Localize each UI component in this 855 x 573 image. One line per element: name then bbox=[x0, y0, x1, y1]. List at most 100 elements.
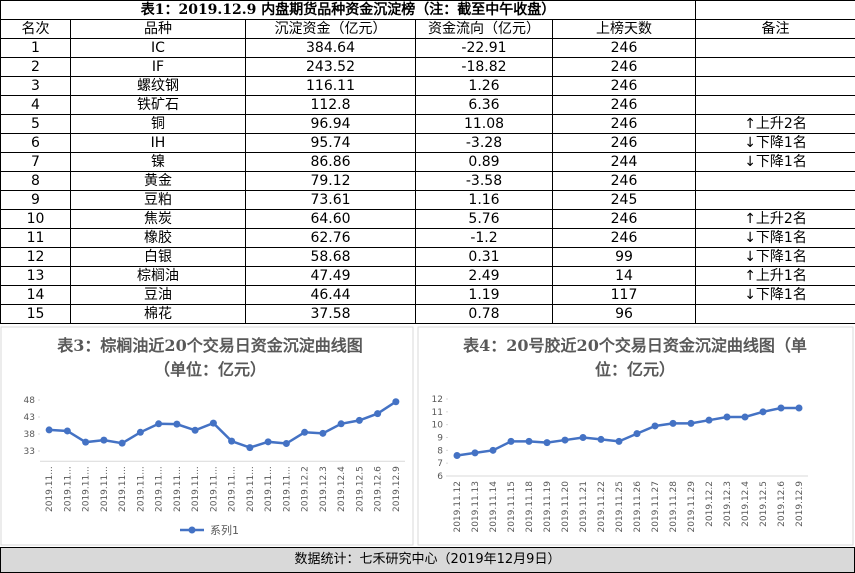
x-tick-label: 2019.11.26 bbox=[633, 481, 643, 533]
data-point bbox=[741, 413, 749, 421]
x-tick-label: 2019.11.12 bbox=[453, 481, 463, 533]
data-point bbox=[319, 429, 327, 437]
data-point bbox=[615, 437, 623, 445]
x-tick-label: 2019.12.4 bbox=[337, 466, 347, 512]
header-cell: 资金流向（亿元） bbox=[415, 19, 553, 39]
data-point bbox=[669, 419, 677, 427]
y-tick-label: 38 bbox=[24, 430, 36, 440]
cell: 117 bbox=[551, 285, 697, 305]
x-tick-label: 2019.11.20 bbox=[561, 481, 571, 533]
x-tick-label: 2019.11... bbox=[100, 466, 110, 512]
data-point bbox=[82, 438, 90, 446]
y-tick-label: 11 bbox=[432, 408, 443, 418]
data-point bbox=[597, 435, 605, 443]
cell: 246 bbox=[551, 57, 697, 77]
data-point bbox=[525, 437, 533, 445]
cell: 11.08 bbox=[415, 114, 553, 134]
x-tick-label: 2019.12.4 bbox=[741, 481, 751, 527]
cell: 0.31 bbox=[415, 247, 553, 267]
row: 7 镍 86.86 0.89 244 ↓下降1名 bbox=[0, 152, 855, 172]
data-point bbox=[100, 436, 108, 444]
data-point bbox=[264, 438, 272, 446]
cell: 13 bbox=[0, 266, 71, 286]
y-tick-label: 9 bbox=[437, 434, 443, 444]
x-tick-label: 2019.12.5 bbox=[355, 466, 365, 512]
data-point bbox=[191, 426, 199, 434]
data-point bbox=[136, 428, 144, 436]
row: 14 豆油 46.44 1.19 117 ↓下降1名 bbox=[0, 285, 855, 305]
x-tick-label: 2019.11... bbox=[282, 466, 292, 512]
data-point bbox=[392, 398, 400, 406]
data-point bbox=[489, 446, 497, 454]
y-tick-label: 12 bbox=[432, 395, 443, 405]
x-tick-label: 2019.11.29 bbox=[687, 481, 697, 533]
data-point bbox=[723, 413, 731, 421]
x-tick-label: 2019.12.3 bbox=[319, 466, 329, 512]
x-tick-label: 2019.11.15 bbox=[507, 481, 517, 533]
cell: 243.52 bbox=[245, 57, 416, 77]
data-point bbox=[705, 416, 713, 424]
cell: 73.61 bbox=[245, 190, 416, 210]
x-tick-label: 2019.12.9 bbox=[795, 481, 805, 527]
x-tick-label: 2019.12.9 bbox=[392, 466, 402, 512]
cell: 96 bbox=[551, 304, 697, 324]
data-point bbox=[337, 420, 345, 428]
row: 5 铜 96.94 11.08 246 ↑上升2名 bbox=[0, 114, 855, 134]
data-point bbox=[301, 428, 309, 436]
row: 13 棕榈油 47.49 2.49 14 ↑上升1名 bbox=[0, 266, 855, 286]
cell: 10 bbox=[0, 209, 71, 229]
data-point bbox=[355, 416, 363, 424]
x-tick-label: 2019.11.28 bbox=[669, 481, 679, 533]
cell: 246 bbox=[551, 209, 697, 229]
row: 15 棉花 37.58 0.78 96 bbox=[0, 304, 855, 324]
x-tick-label: 2019.12.5 bbox=[759, 481, 769, 527]
cell: 96.94 bbox=[245, 114, 416, 134]
data-point bbox=[651, 422, 659, 430]
x-tick-label: 2019.11.22 bbox=[597, 481, 607, 533]
x-tick-label: 2019.11... bbox=[155, 466, 165, 512]
x-tick-label: 2019.11.19 bbox=[543, 481, 553, 533]
y-tick-label: 7 bbox=[437, 459, 443, 469]
cell: 铜 bbox=[70, 114, 246, 134]
legend-marker bbox=[188, 526, 196, 534]
cell: 镍 bbox=[70, 152, 246, 172]
legend-label: 系列1 bbox=[210, 523, 239, 537]
data-point bbox=[228, 437, 236, 445]
row: 6 IH 95.74 -3.28 246 ↓下降1名 bbox=[0, 133, 855, 153]
data-point bbox=[209, 419, 217, 427]
data-point bbox=[633, 430, 641, 438]
y-tick-label: 8 bbox=[437, 446, 443, 456]
x-tick-label: 2019.11... bbox=[45, 466, 55, 512]
data-point bbox=[173, 420, 181, 428]
x-tick-label: 2019.11... bbox=[136, 466, 146, 512]
x-tick-label: 2019.11... bbox=[118, 466, 128, 512]
x-tick-label: 2019.11.21 bbox=[579, 481, 589, 533]
y-tick-label: 10 bbox=[432, 421, 444, 431]
cell: -1.2 bbox=[415, 228, 553, 248]
x-tick-label: 2019.11.18 bbox=[525, 481, 535, 533]
x-tick-label: 2019.12.2 bbox=[301, 466, 311, 512]
x-tick-label: 2019.12.2 bbox=[705, 481, 715, 527]
cell: ↓下降1名 bbox=[695, 152, 855, 172]
chart-frame bbox=[0, 326, 414, 546]
x-tick-label: 2019.11.27 bbox=[651, 481, 661, 533]
y-tick-label: 33 bbox=[24, 447, 35, 457]
cell: 116.11 bbox=[245, 76, 416, 96]
x-tick-label: 2019.11... bbox=[82, 466, 92, 512]
x-tick-label: 2019.11.14 bbox=[489, 481, 499, 533]
row: 名次 品种 沉淀资金（亿元） 资金流向（亿元） 上榜天数 备注 bbox=[0, 19, 855, 39]
data-table: 表1：2019.12.9 内盘期货品种资金沉淀榜（注：截至中午收盘） 名次 品种 沉淀… bbox=[0, 0, 855, 324]
cell: 15 bbox=[0, 304, 71, 324]
data-point bbox=[561, 436, 569, 444]
x-tick-label: 2019.12.6 bbox=[374, 466, 384, 512]
footer: 数据统计：七禾研究中心（2019年12月9日） bbox=[0, 547, 855, 573]
row: 10 焦炭 64.60 5.76 246 ↑上升2名 bbox=[0, 209, 855, 229]
data-point bbox=[282, 440, 290, 448]
data-point bbox=[687, 419, 695, 427]
x-tick-label: 2019.11... bbox=[173, 466, 183, 512]
cell: 246 bbox=[551, 171, 697, 191]
cell: ↓下降1名 bbox=[695, 133, 855, 153]
row: 1 IC 384.64 -22.91 246 bbox=[0, 38, 855, 58]
x-tick-label: 2019.11... bbox=[228, 466, 238, 512]
cell: 2.49 bbox=[415, 266, 553, 286]
